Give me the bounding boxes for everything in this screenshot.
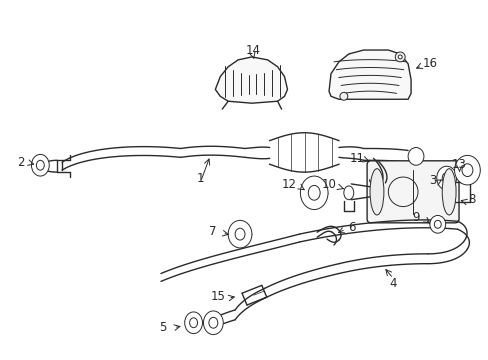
Text: 2: 2 xyxy=(17,156,24,169)
Text: 4: 4 xyxy=(389,277,396,290)
Ellipse shape xyxy=(369,169,383,215)
Text: 16: 16 xyxy=(422,57,436,70)
Ellipse shape xyxy=(441,169,455,215)
Ellipse shape xyxy=(461,164,472,176)
Text: 12: 12 xyxy=(282,179,296,192)
Ellipse shape xyxy=(189,318,197,328)
Text: 9: 9 xyxy=(411,211,419,224)
Ellipse shape xyxy=(36,160,44,170)
Ellipse shape xyxy=(339,93,347,100)
Ellipse shape xyxy=(454,156,479,185)
Text: 14: 14 xyxy=(245,44,260,57)
Ellipse shape xyxy=(31,154,49,176)
Text: 3: 3 xyxy=(428,174,436,186)
FancyBboxPatch shape xyxy=(366,161,458,223)
Polygon shape xyxy=(215,57,287,103)
Text: 11: 11 xyxy=(348,152,364,165)
Text: 15: 15 xyxy=(210,290,225,303)
Ellipse shape xyxy=(397,55,401,59)
Ellipse shape xyxy=(235,228,244,240)
Ellipse shape xyxy=(407,148,423,165)
Ellipse shape xyxy=(343,186,353,200)
Polygon shape xyxy=(328,50,410,99)
Ellipse shape xyxy=(208,318,217,328)
Ellipse shape xyxy=(394,52,405,62)
Ellipse shape xyxy=(433,220,440,228)
Ellipse shape xyxy=(429,215,445,233)
Ellipse shape xyxy=(228,220,251,248)
Ellipse shape xyxy=(300,176,327,210)
Ellipse shape xyxy=(436,166,456,190)
Text: 5: 5 xyxy=(159,321,166,334)
Ellipse shape xyxy=(203,311,223,334)
Text: 1: 1 xyxy=(196,171,204,185)
Ellipse shape xyxy=(307,185,320,200)
Ellipse shape xyxy=(441,172,450,184)
Text: 8: 8 xyxy=(468,193,475,206)
Text: 13: 13 xyxy=(451,158,466,171)
Ellipse shape xyxy=(184,312,202,334)
Text: 10: 10 xyxy=(321,179,336,192)
Text: 7: 7 xyxy=(208,225,216,238)
Text: 6: 6 xyxy=(347,221,355,234)
